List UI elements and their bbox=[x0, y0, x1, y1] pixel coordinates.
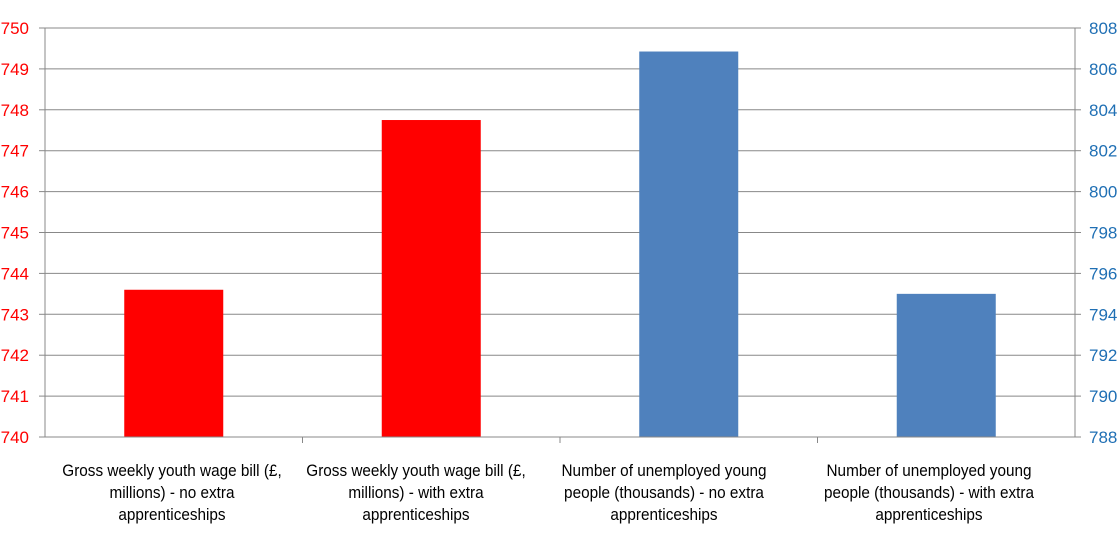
right-axis-tick-label: 808 bbox=[1089, 19, 1117, 38]
left-axis-tick-label: 749 bbox=[1, 60, 29, 79]
right-axis-tick-label: 804 bbox=[1089, 101, 1117, 120]
right-axis-tick-label: 796 bbox=[1089, 264, 1117, 283]
bar bbox=[381, 120, 481, 438]
left-axis-tick-label: 742 bbox=[1, 346, 29, 365]
left-axis-tick-label: 740 bbox=[1, 428, 29, 447]
left-axis-tick-label: 748 bbox=[1, 101, 29, 120]
left-axis-tick-label: 750 bbox=[1, 19, 29, 38]
right-axis-tick-label: 792 bbox=[1089, 346, 1117, 365]
bars bbox=[124, 51, 996, 438]
axes bbox=[39, 27, 1081, 443]
left-axis-tick-label: 743 bbox=[1, 305, 29, 324]
left-axis-tick-label: 741 bbox=[1, 387, 29, 406]
bar bbox=[639, 51, 739, 438]
category-label-unemployed-with-extra: Number of unemployed young people (thous… bbox=[823, 461, 1035, 524]
right-axis-tick-label: 790 bbox=[1089, 387, 1117, 406]
right-axis-tick-labels: 788 790 792 794 796 798 800 802 804 806 808 bbox=[1089, 19, 1117, 447]
left-axis-tick-label: 744 bbox=[1, 264, 29, 283]
left-axis-tick-label: 747 bbox=[1, 142, 29, 161]
left-axis-tick-label: 746 bbox=[1, 183, 29, 202]
bar bbox=[896, 293, 996, 437]
category-label-wage-with-extra: Gross weekly youth wage bill (£, million… bbox=[306, 461, 526, 524]
right-axis-tick-label: 788 bbox=[1089, 428, 1117, 447]
left-axis-tick-labels: 740 741 742 743 744 745 746 747 748 749 750 bbox=[1, 19, 29, 447]
right-axis-tick-label: 798 bbox=[1089, 224, 1117, 243]
right-axis-tick-label: 806 bbox=[1089, 60, 1117, 79]
category-label-wage-no-extra: Gross weekly youth wage bill (£, million… bbox=[62, 461, 282, 524]
right-axis-tick-label: 800 bbox=[1089, 183, 1117, 202]
right-axis-tick-label: 794 bbox=[1089, 305, 1117, 324]
right-axis-tick-label: 802 bbox=[1089, 142, 1117, 161]
category-label-unemployed-no-extra: Number of unemployed young people (thous… bbox=[561, 461, 767, 524]
left-axis-tick-label: 745 bbox=[1, 224, 29, 243]
bar bbox=[124, 289, 224, 437]
